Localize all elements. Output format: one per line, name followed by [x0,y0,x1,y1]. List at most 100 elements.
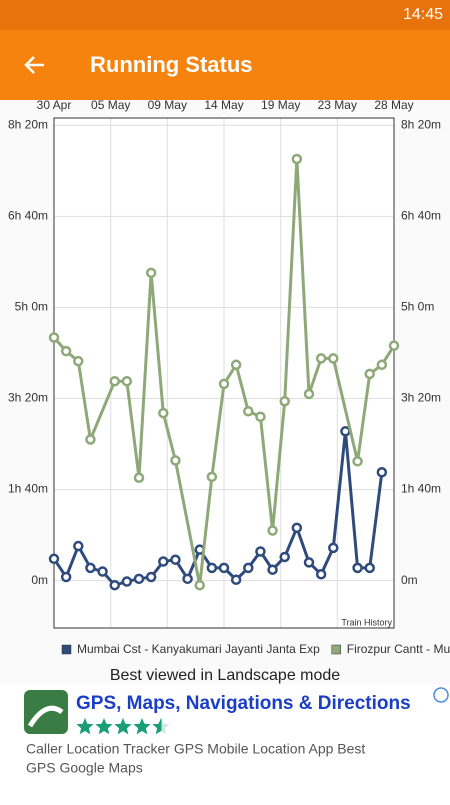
point [340,426,351,437]
x-tick-label: 09 May [148,98,187,112]
point [230,574,242,585]
point [60,571,72,583]
x-tick-label: 28 May [374,98,413,112]
ad-description: Caller Location Tracker GPS Mobile Locat… [26,741,365,757]
x-tick-label: 30 Apr [37,98,72,112]
point [85,434,96,445]
ad-banner[interactable] [0,685,450,800]
back-button[interactable] [24,56,44,74]
chart: 0m 0m 1h 40m 1h 40m 3h 20m 3h 20m 5h 0m 5h 0m 6h… [8,98,450,656]
point [388,340,400,351]
point [218,562,230,574]
point [109,375,120,387]
ad-rating [76,718,170,735]
point [267,564,278,575]
point [60,345,72,357]
series-line [52,431,384,587]
point [121,576,133,587]
point [206,562,218,574]
point [48,553,60,565]
ad-icon-road [27,705,64,728]
point [182,573,193,585]
point [255,411,266,422]
y-tick-label: 1h 40m [8,482,48,496]
y2-tick-label: 3h 20m [401,391,441,405]
point [145,571,157,583]
point [315,569,327,580]
point [352,456,363,467]
annotation: Train History [341,617,392,627]
y2-tick-label: 0m [401,573,418,587]
y2-tick-label: 5h 0m [401,300,434,314]
point [133,573,145,585]
ad-title[interactable]: GPS, Maps, Navigations & Directions [76,693,411,714]
y-tick-label: 3h 20m [8,391,48,405]
star [95,718,113,735]
y-tick-label: 0m [31,573,48,587]
point [279,395,290,407]
y2-tick-label: 1h 40m [401,482,441,496]
point [206,471,218,483]
legend-label: Mumbai Cst - Kanyakumari Jayanti Janta E… [77,642,320,656]
point [109,579,120,591]
app-title: Running Status [90,52,253,77]
point [73,540,84,552]
point [133,472,145,483]
point [170,455,181,466]
point [364,368,375,380]
star [76,718,94,735]
point [303,388,315,400]
x-tick-label: 23 May [318,98,357,112]
point [315,353,327,364]
star [152,718,162,735]
point [243,406,254,417]
point [328,542,339,554]
point [303,557,315,568]
point [255,546,266,557]
point [376,359,388,371]
y-tick-label: 8h 20m [8,117,48,131]
app-bar [0,30,450,100]
ad-info[interactable] [433,687,449,703]
point [291,522,303,534]
point [194,579,205,591]
y-tick-label: 6h 40m [8,209,48,223]
point [73,355,84,367]
point [376,467,388,478]
y-tick-label: 5h 0m [15,300,48,314]
status-bar [0,0,450,30]
x-tick-label: 14 May [204,98,243,112]
star [114,718,132,735]
x-tick-label: 05 May [91,98,130,112]
point [48,332,60,343]
point [121,375,133,387]
clock: 14:45 [403,6,443,23]
y2-tick-label: 8h 20m [401,117,441,131]
star [133,718,151,735]
point [97,566,108,577]
point [328,353,339,364]
point [291,153,303,165]
legend-swatch [331,644,342,655]
point [145,267,157,279]
x-tick-label: 19 May [261,98,300,112]
point [218,378,230,390]
star-filled [76,718,162,735]
point [364,562,375,574]
y2-tick-label: 6h 40m [401,209,441,223]
point [352,562,363,574]
point [243,562,254,574]
ad-description: GPS Google Maps [26,760,143,776]
legend-label: Firozpur Cantt - Mu [347,642,450,656]
point [279,551,290,563]
legend-swatch [61,644,72,655]
point [170,554,181,565]
point [85,562,96,574]
legend: Mumbai Cst - Kanyakumari Jayanti Janta E… [61,642,450,656]
plot-border [53,117,395,629]
footer-note: Best viewed in Landscape mode [110,667,340,684]
point [230,359,242,371]
point [267,525,278,536]
point [158,556,169,567]
